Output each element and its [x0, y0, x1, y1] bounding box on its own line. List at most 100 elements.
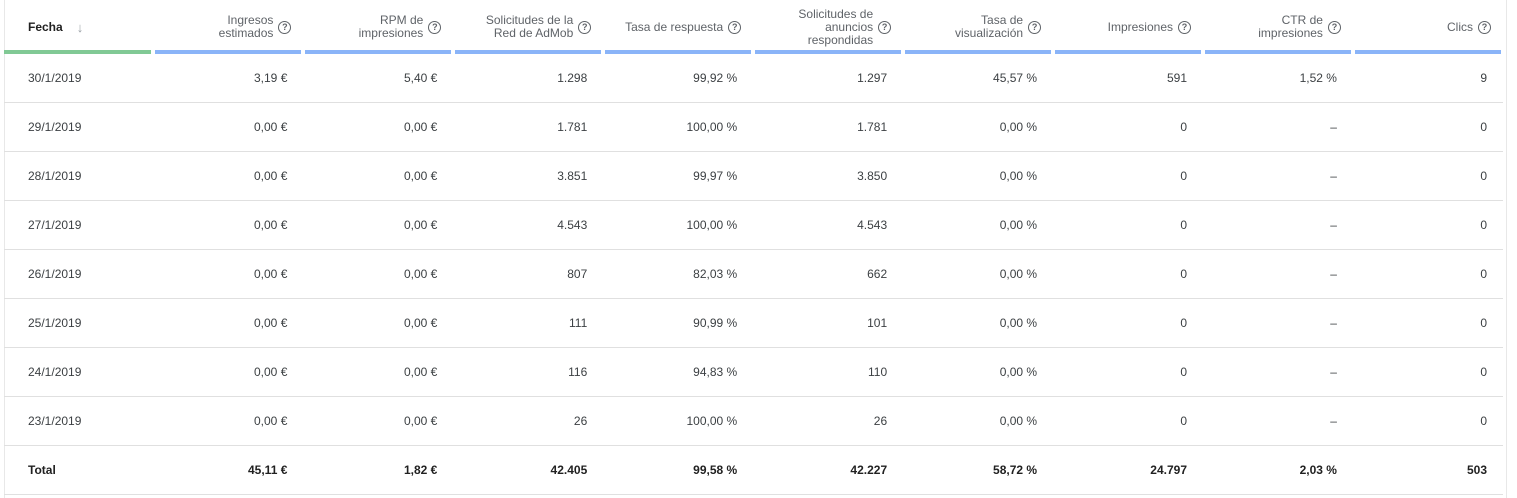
- cell-tasa-respuesta: 99,92 %: [603, 54, 754, 103]
- help-circle-icon[interactable]: ?: [878, 20, 892, 34]
- column-header-label: Clics: [1447, 19, 1473, 34]
- cell-clics: 9: [1352, 54, 1503, 103]
- cell-impresiones: 0: [1053, 298, 1203, 348]
- total-row: Total 45,11 €1,82 €42.405 99,58 % 42.227 58,…: [4, 445, 1503, 495]
- cell-tasa-visualizacion: 0,00 %: [903, 347, 1054, 397]
- cell-tasa-respuesta: 82,03 %: [603, 249, 754, 299]
- cell-solicitudes-red: 4.543: [453, 200, 604, 250]
- column-underline: [1205, 50, 1351, 54]
- help-circle-icon[interactable]: ?: [728, 20, 742, 34]
- total-cell-ctr: 2,03 %: [1203, 445, 1353, 495]
- column-underline: [1354, 50, 1501, 54]
- cell-ingresos: 0,00 €: [153, 151, 304, 201]
- table-row: 28/1/2019 0,00 €0,00 €3.851 99,97 % 3.850 0,…: [4, 151, 1503, 201]
- total-cell-tasa-respuesta: 99,58 %: [603, 445, 754, 495]
- cell-solicitudes-respondidas: 1.297: [753, 54, 904, 103]
- cell-solicitudes-respondidas: 662: [753, 249, 904, 299]
- cell-impresiones: 0: [1053, 347, 1203, 397]
- help-circle-icon[interactable]: ?: [278, 20, 292, 34]
- cell-clics: 0: [1352, 347, 1503, 397]
- column-header-fecha[interactable]: Fecha ↓: [4, 0, 153, 54]
- column-header-solicitudes-respondidas[interactable]: Solicitudes de anuncios respondidas?: [753, 0, 903, 54]
- cell-clics: 0: [1352, 396, 1503, 446]
- cell-tasa-visualizacion: 0,00 %: [903, 298, 1054, 348]
- cell-clics: 0: [1352, 298, 1503, 348]
- cell-ingresos: 0,00 €: [153, 200, 304, 250]
- column-header-label: Fecha: [28, 19, 63, 34]
- cell-rpm: 0,00 €: [303, 102, 454, 152]
- column-header-tasa-respuesta[interactable]: Tasa de respuesta?: [603, 0, 753, 54]
- cell-tasa-respuesta: 100,00 %: [603, 200, 754, 250]
- column-header-label: CTR de impresiones: [1258, 13, 1323, 40]
- column-header-solicitudes-red[interactable]: Solicitudes de la Red de AdMob?: [453, 0, 603, 54]
- cell-tasa-visualizacion: 0,00 %: [903, 249, 1054, 299]
- cell-solicitudes-red: 1.298: [453, 54, 604, 103]
- column-underline: [155, 50, 302, 54]
- cell-impresiones: 0: [1053, 151, 1203, 201]
- cell-rpm: 0,00 €: [303, 151, 454, 201]
- column-header-ingresos[interactable]: Ingresos estimados?: [153, 0, 303, 54]
- total-cell-solicitudes-respondidas: 42.227: [753, 445, 904, 495]
- cell-impresiones: 0: [1053, 102, 1203, 152]
- cell-solicitudes-red: 1.781: [453, 102, 604, 152]
- cell-ctr: –: [1203, 396, 1353, 446]
- cell-ingresos: 0,00 €: [153, 298, 304, 348]
- table-row: 24/1/2019 0,00 €0,00 €116 94,83 % 110 0,00 %…: [4, 347, 1503, 397]
- column-header-label: Ingresos estimados: [218, 13, 274, 40]
- cell-rpm: 0,00 €: [303, 200, 454, 250]
- cell-rpm: 0,00 €: [303, 396, 454, 446]
- column-header-clics[interactable]: Clics?: [1353, 0, 1503, 54]
- help-circle-icon[interactable]: ?: [428, 20, 442, 34]
- cell-clics: 0: [1352, 102, 1503, 152]
- help-circle-icon[interactable]: ?: [1178, 20, 1191, 34]
- column-underline: [305, 50, 452, 54]
- column-header-tasa-visualizacion[interactable]: Tasa de visualización?: [903, 0, 1053, 54]
- column-header-label: Impresiones: [1107, 19, 1173, 34]
- total-cell-impresiones: 24.797: [1053, 445, 1203, 495]
- table-row: 29/1/2019 0,00 €0,00 €1.781 100,00 % 1.781 0…: [4, 102, 1503, 152]
- table-body: 30/1/2019 3,19 €5,40 €1.298 99,92 % 1.297 45…: [4, 54, 1503, 495]
- column-header-label: Tasa de respuesta: [625, 19, 724, 34]
- total-cell-ingresos: 45,11 €: [153, 445, 304, 495]
- cell-tasa-visualizacion: 0,00 %: [903, 396, 1054, 446]
- cell-solicitudes-respondidas: 110: [753, 347, 904, 397]
- table-row: 26/1/2019 0,00 €0,00 €807 82,03 % 662 0,00 %…: [4, 249, 1503, 299]
- column-header-label: Solicitudes de la Red de AdMob: [485, 13, 574, 40]
- cell-ctr: –: [1203, 102, 1353, 152]
- cell-tasa-visualizacion: 0,00 %: [903, 102, 1054, 152]
- cell-rpm: 5,40 €: [303, 54, 454, 103]
- cell-rpm: 0,00 €: [303, 249, 454, 299]
- column-underline: [905, 50, 1052, 54]
- table-row: 30/1/2019 3,19 €5,40 €1.298 99,92 % 1.297 45…: [4, 54, 1503, 103]
- help-circle-icon[interactable]: ?: [1478, 20, 1491, 34]
- cell-impresiones: 0: [1053, 200, 1203, 250]
- cell-solicitudes-red: 116: [453, 347, 604, 397]
- help-circle-icon[interactable]: ?: [578, 20, 592, 34]
- column-header-impresiones[interactable]: Impresiones?: [1053, 0, 1203, 54]
- cell-tasa-respuesta: 100,00 %: [603, 396, 754, 446]
- cell-impresiones: 591: [1053, 54, 1203, 103]
- column-underline: [455, 50, 602, 54]
- cell-tasa-respuesta: 90,99 %: [603, 298, 754, 348]
- total-cell-rpm: 1,82 €: [303, 445, 454, 495]
- cell-ctr: –: [1203, 298, 1353, 348]
- cell-ingresos: 0,00 €: [153, 102, 304, 152]
- sort-indicator: [4, 50, 152, 54]
- cell-date: 23/1/2019: [4, 396, 154, 446]
- cell-ingresos: 3,19 €: [153, 54, 304, 103]
- cell-ctr: –: [1203, 249, 1353, 299]
- cell-clics: 0: [1352, 200, 1503, 250]
- cell-ingresos: 0,00 €: [153, 396, 304, 446]
- cell-solicitudes-respondidas: 3.850: [753, 151, 904, 201]
- cell-ingresos: 0,00 €: [153, 249, 304, 299]
- cell-tasa-respuesta: 94,83 %: [603, 347, 754, 397]
- cell-date: 30/1/2019: [4, 54, 154, 103]
- help-circle-icon[interactable]: ?: [1028, 20, 1042, 34]
- cell-solicitudes-red: 3.851: [453, 151, 604, 201]
- cell-ctr: 1,52 %: [1203, 54, 1353, 103]
- column-header-label: RPM de impresiones: [358, 13, 424, 40]
- column-header-rpm[interactable]: RPM de impresiones?: [303, 0, 453, 54]
- column-header-ctr[interactable]: CTR de impresiones?: [1203, 0, 1353, 54]
- arrow-down-icon[interactable]: ↓: [76, 19, 84, 35]
- help-circle-icon[interactable]: ?: [1327, 20, 1341, 34]
